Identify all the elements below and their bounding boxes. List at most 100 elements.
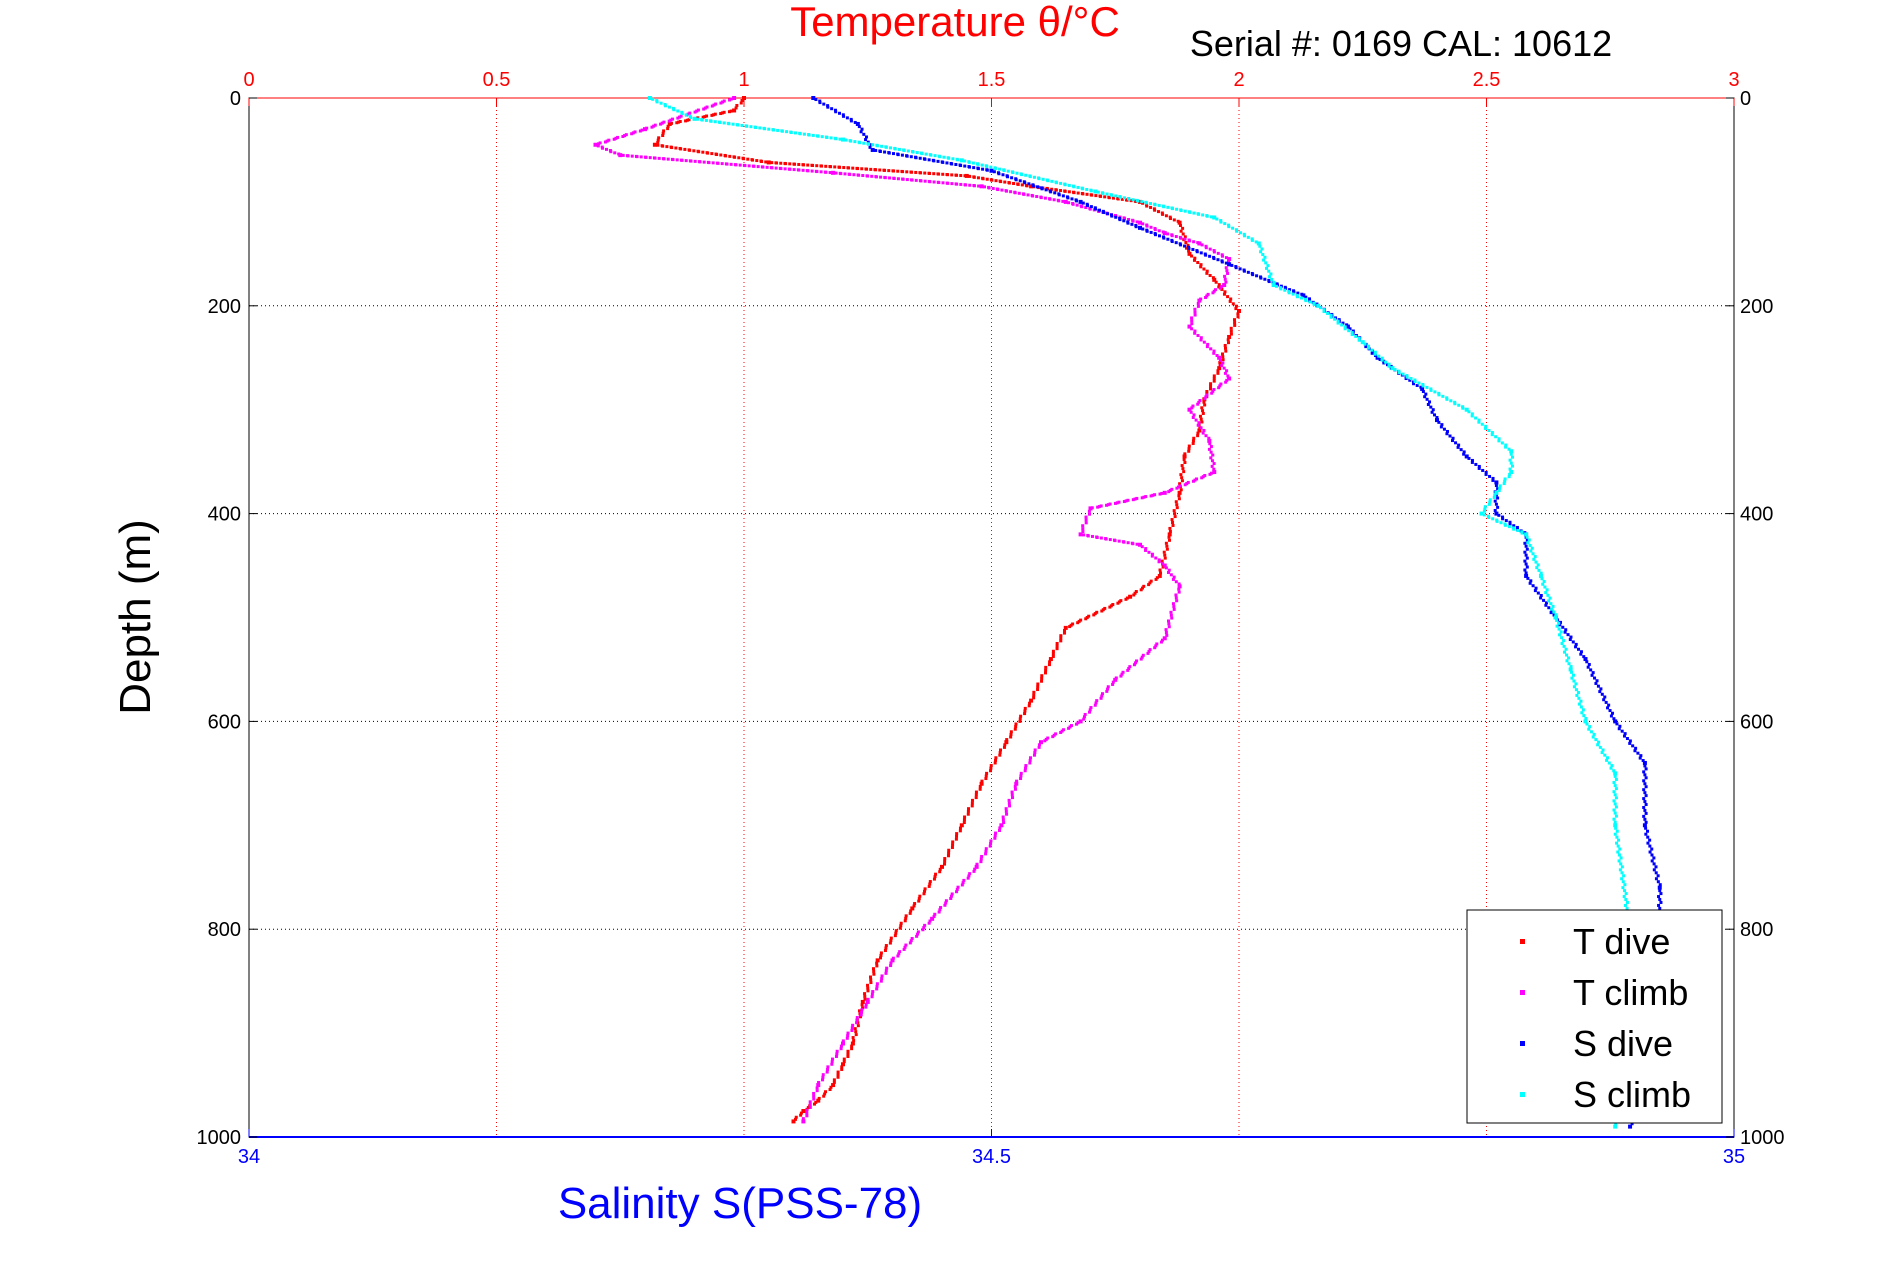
profile-marker [1657,895,1661,899]
profile-marker [653,156,657,160]
profile-marker [843,172,847,176]
profile-marker [1027,704,1031,708]
profile-marker [1153,493,1157,497]
profile-marker [1533,589,1537,593]
profile-marker [1201,411,1205,415]
profile-marker [1364,345,1368,349]
profile-marker [822,1094,826,1098]
profile-marker [932,915,936,919]
profile-marker [896,954,900,958]
profile-marker [1577,696,1581,700]
profile-marker [1384,360,1388,364]
profile-marker [700,118,704,122]
profile-marker [1081,529,1085,533]
profile-marker [915,151,919,155]
profile-marker [1203,397,1207,401]
left-tick-label: 0 [230,88,241,110]
profile-marker [1503,477,1507,481]
profile-marker [1087,509,1091,513]
profile-marker [1111,682,1115,686]
data-point [1227,376,1232,381]
profile-marker [687,118,691,122]
profile-marker [834,1054,838,1058]
profile-marker [1493,493,1497,497]
profile-marker [866,986,870,990]
profile-marker [836,1073,840,1077]
profile-marker [1401,372,1405,376]
profile-marker [832,1080,836,1084]
profile-marker [1217,283,1221,287]
profile-marker [888,941,892,945]
profile-marker [908,941,912,945]
profile-marker [1370,348,1374,352]
profile-marker [729,109,733,113]
profile-marker [846,1049,850,1053]
profile-marker [1523,550,1527,554]
profile-marker [1421,384,1425,388]
profile-marker [1099,504,1103,508]
profile-marker [1183,235,1187,239]
profile-marker [1584,717,1588,721]
profile-marker [846,1054,850,1058]
profile-marker [834,110,838,114]
profile-marker [614,136,618,140]
profile-marker [998,751,1002,755]
profile-marker [693,110,697,114]
profile-marker [901,170,905,174]
profile-marker [1062,631,1066,635]
profile-marker [1084,518,1088,522]
profile-marker [1157,560,1161,564]
data-point [1138,542,1142,547]
profile-marker [793,1117,797,1121]
profile-marker [1291,292,1295,296]
profile-marker [998,826,1002,830]
profile-marker [954,837,958,841]
profile-marker [1612,817,1616,821]
profile-marker [921,928,925,932]
data-point [732,96,737,100]
profile-marker [1638,756,1642,760]
profile-marker [892,169,896,173]
profile-marker [1544,603,1548,607]
profile-marker [1542,598,1546,602]
profile-marker [1624,892,1628,896]
data-point [865,999,870,1004]
profile-marker [1192,413,1196,417]
profile-marker [1652,862,1656,866]
profile-marker [1199,426,1203,430]
profile-marker [605,147,608,151]
profile-marker [644,155,648,159]
profile-marker [701,150,705,154]
profile-marker [1433,413,1437,417]
profile-marker [1217,386,1221,390]
profile-marker [1491,478,1495,482]
profile-marker [797,168,801,172]
profile-marker [1658,883,1662,887]
profile-marker [1508,458,1512,462]
profile-marker [943,862,947,866]
profile-marker [999,748,1003,752]
profile-marker [861,174,865,178]
profile-marker [1210,391,1214,395]
profile-marker [1644,803,1648,807]
profile-marker [1262,258,1266,262]
profile-marker [883,168,887,172]
profile-marker [985,771,989,775]
profile-marker [1002,745,1006,749]
profile-marker [1501,515,1505,519]
profile-marker [958,829,962,833]
profile-marker [613,151,617,155]
profile-marker [976,162,980,166]
profile-marker [1084,521,1088,525]
profile-marker [1112,196,1116,200]
profile-marker [960,883,964,887]
profile-marker [846,1052,850,1056]
profile-marker [718,121,722,125]
profile-marker [638,129,642,133]
profile-marker [989,165,993,169]
profile-marker [833,165,837,169]
profile-marker [1210,471,1213,475]
profile-marker [1480,422,1484,426]
profile-marker [1182,470,1186,474]
profile-marker [1055,644,1059,648]
